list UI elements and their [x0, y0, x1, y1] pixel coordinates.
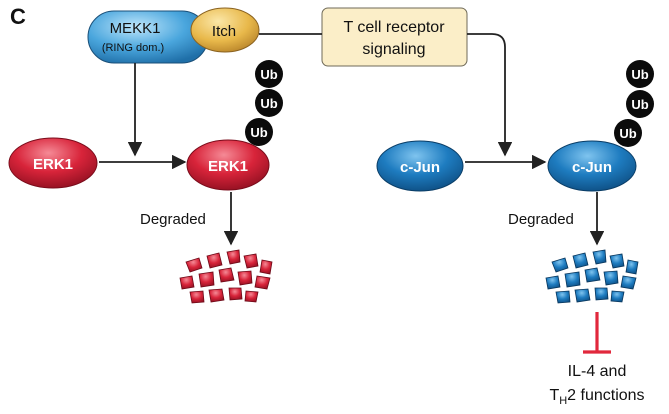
- cjun-fragments: [545, 249, 639, 304]
- ub-label: Ub: [631, 97, 648, 112]
- ub-label: Ub: [250, 125, 267, 140]
- connectors: [99, 33, 605, 246]
- mekk1-label: MEKK1: [110, 20, 161, 37]
- ub-badge: [245, 118, 273, 146]
- erk1-right-label: ERK1: [208, 158, 248, 175]
- ub-badge: [626, 60, 654, 88]
- mekk1-domain-label: (RING dom.): [102, 42, 164, 54]
- cjun-left-label: c-Jun: [400, 159, 440, 176]
- tcr-box: [321, 7, 468, 67]
- outcome-line1: IL-4 and: [568, 363, 627, 380]
- ub-label: Ub: [619, 126, 636, 141]
- ub-badge: [255, 89, 283, 117]
- cjun-left-node: [376, 140, 464, 192]
- itch-label: Itch: [212, 23, 236, 40]
- th-subscript: H: [559, 395, 567, 407]
- erk1-left-node: [8, 137, 98, 189]
- erk1-ubiquitinated: ERK1 Ub Ub Ub: [186, 60, 283, 191]
- panel-label: C: [10, 4, 26, 29]
- cjun-ubiquitinated: c-Jun Ub Ub Ub: [547, 60, 654, 192]
- erk1-ub-chain: Ub Ub Ub: [245, 60, 283, 146]
- ub-badge: [626, 90, 654, 118]
- erk1-right-node: [186, 139, 270, 191]
- cjun-right-label: c-Jun: [572, 159, 612, 176]
- inhibition-symbol: [583, 312, 611, 354]
- outcome-line2: TH2 functions: [549, 387, 644, 407]
- itch-node: [190, 7, 260, 53]
- cjun-right-node: [547, 140, 637, 192]
- cjun-degraded-label: Degraded: [508, 211, 574, 228]
- ub-label: Ub: [631, 67, 648, 82]
- tcr-down-arrow: [467, 33, 513, 157]
- mekk1-itch-complex: MEKK1 (RING dom.) Itch: [87, 7, 260, 64]
- erk1-substrate: ERK1: [8, 137, 98, 189]
- ub-label: Ub: [260, 67, 277, 82]
- tcr-signaling-box: T cell receptor signaling: [321, 7, 468, 67]
- erk1-degraded-label: Degraded: [140, 211, 206, 228]
- erk1-fragments: [179, 249, 273, 304]
- mekk1-node: [87, 10, 209, 64]
- ub-badge: [614, 119, 642, 147]
- th-letter: T: [549, 387, 559, 404]
- th-rest: 2 functions: [567, 387, 644, 404]
- ub-badge: [255, 60, 283, 88]
- erk1-left-label: ERK1: [33, 156, 73, 173]
- cjun-ub-chain: Ub Ub Ub: [614, 60, 654, 147]
- ub-label: Ub: [260, 96, 277, 111]
- tcr-line1: T cell receptor: [343, 19, 445, 36]
- tcr-line2: signaling: [362, 41, 425, 58]
- cjun-substrate: c-Jun: [376, 140, 464, 192]
